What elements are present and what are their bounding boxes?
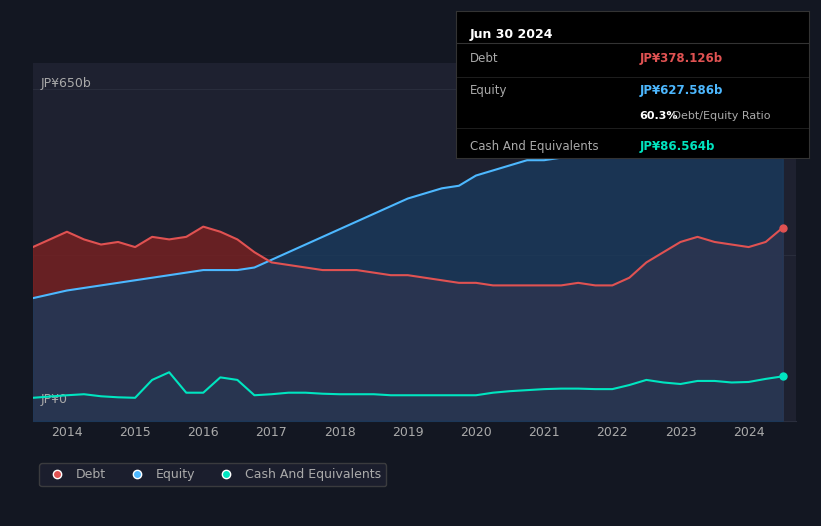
Text: JP¥627.586b: JP¥627.586b: [640, 84, 722, 97]
Text: Equity: Equity: [470, 84, 507, 97]
Text: JP¥0: JP¥0: [40, 393, 67, 407]
Text: JP¥650b: JP¥650b: [40, 77, 91, 90]
Text: 60.3%: 60.3%: [640, 110, 677, 120]
Text: Debt: Debt: [470, 52, 498, 65]
Legend: Debt, Equity, Cash And Equivalents: Debt, Equity, Cash And Equivalents: [39, 463, 386, 486]
Text: JP¥86.564b: JP¥86.564b: [640, 140, 714, 153]
Text: JP¥378.126b: JP¥378.126b: [640, 52, 722, 65]
Text: Debt/Equity Ratio: Debt/Equity Ratio: [669, 110, 771, 120]
Text: Cash And Equivalents: Cash And Equivalents: [470, 140, 599, 153]
Text: Jun 30 2024: Jun 30 2024: [470, 28, 553, 41]
